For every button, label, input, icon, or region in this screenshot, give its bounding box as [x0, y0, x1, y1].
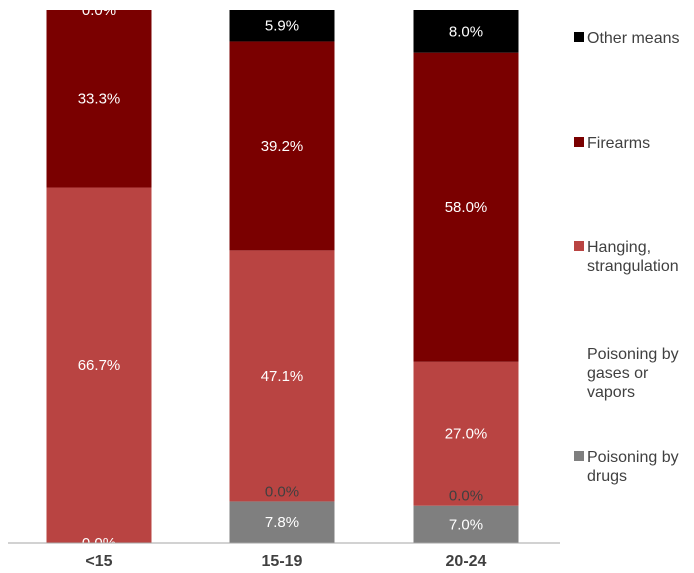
legend-swatch-firearms: [574, 137, 584, 147]
category-labels: <15 15-19 20-24: [85, 553, 486, 570]
data-label-firearms-2: 58.0%: [445, 199, 488, 216]
data-label-poisoning-by-drugs-2: 7.0%: [449, 516, 483, 533]
data-label-hanging-strangulation-1: 47.1%: [261, 368, 304, 385]
data-label-poisoning-by-gases-or-vapors-2: 0.0%: [449, 488, 483, 505]
data-label-poisoning-by-gases-or-vapors-1: 0.0%: [265, 483, 299, 500]
data-label-other-means-0: 0.0%: [82, 2, 116, 19]
data-label-hanging-strangulation-0: 66.7%: [78, 357, 121, 374]
legend-label-poisoning-by-gases-or-vapors: Poisoning by gases or vapors: [587, 346, 679, 401]
data-label-other-means-2: 8.0%: [449, 23, 483, 40]
data-label-hanging-strangulation-2: 27.0%: [445, 426, 488, 443]
data-label-firearms-1: 39.2%: [261, 138, 304, 155]
legend-label-firearms: Firearms: [587, 135, 650, 152]
data-label-firearms-0: 33.3%: [78, 91, 121, 108]
category-label-0: <15: [85, 553, 112, 570]
legend-swatch-hanging-strangulation: [574, 241, 584, 251]
data-label-other-means-1: 5.9%: [265, 18, 299, 35]
legend-swatch-other-means: [574, 32, 584, 42]
category-label-2: 20-24: [446, 553, 487, 570]
legend-swatch-poisoning-by-drugs: [574, 451, 584, 461]
category-label-1: 15-19: [262, 553, 303, 570]
legend-label-poisoning-by-drugs: Poisoning by drugs: [587, 449, 679, 485]
legend: Other means Firearms Hanging, strangulation…: [574, 30, 679, 485]
legend-label-hanging-strangulation: Hanging, strangulation: [587, 239, 679, 275]
legend-label-other-means: Other means: [587, 30, 679, 47]
data-label-poisoning-by-drugs-1: 7.8%: [265, 514, 299, 531]
